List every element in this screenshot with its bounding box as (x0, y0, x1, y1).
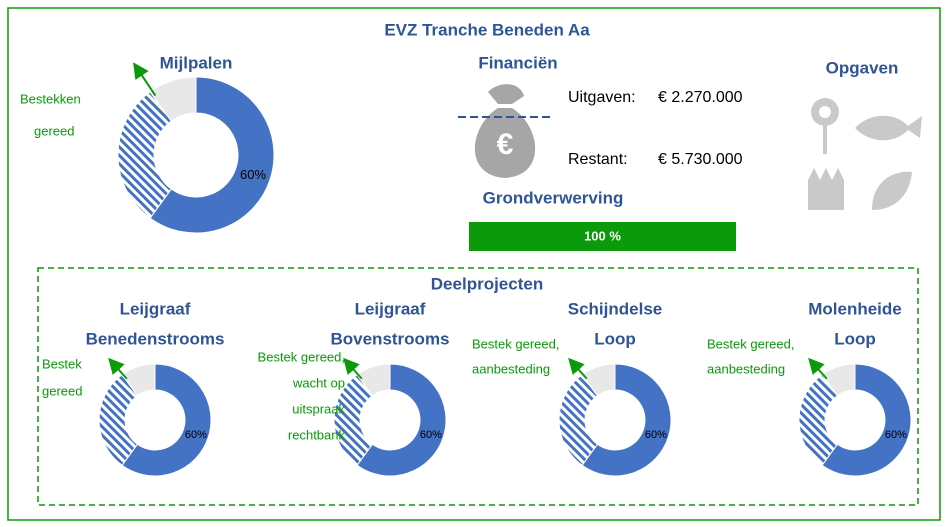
annotation-arrow (808, 357, 828, 380)
annotation: uitspraak (292, 401, 345, 416)
annotation: gereed (34, 123, 74, 138)
subprojects-title: Deelprojecten (431, 274, 543, 293)
subproject-title: Benedenstrooms (86, 329, 225, 348)
annotation: rechtbank (288, 427, 346, 442)
donut-segment (149, 76, 197, 122)
subproject-title: Schijndelse (568, 299, 662, 318)
progress-bar (469, 222, 736, 251)
progress-label: 100 % (584, 228, 621, 243)
annotation-arrow (568, 357, 588, 380)
annotation: wacht op (292, 375, 345, 390)
annotation: Bestek gereed, (258, 349, 345, 364)
money-bag-icon: € (474, 84, 536, 178)
annotation: gereed (42, 383, 82, 398)
annotation: Bestek (42, 356, 82, 371)
donut-segment (581, 363, 672, 477)
subproject-title: Molenheide (808, 299, 902, 318)
donut-segment (117, 91, 173, 219)
annotation: Bestekken (20, 91, 81, 106)
annotation-arrow (108, 357, 128, 380)
donut-label: 60% (420, 429, 442, 441)
donut-segment (149, 76, 275, 234)
annotation: aanbesteding (707, 361, 785, 376)
donut-segment (121, 363, 156, 397)
milestones-title: Mijlpalen (160, 53, 233, 72)
annotation: aanbesteding (472, 361, 550, 376)
donut-segment (821, 363, 856, 397)
donut-label: 60% (240, 167, 266, 182)
donut-segment (121, 363, 212, 477)
donut-label: 60% (885, 429, 907, 441)
donut-segment (356, 363, 391, 397)
remaining-amount: € 5.730.000 (658, 151, 743, 168)
svg-text:€: € (497, 128, 514, 161)
land-title: Grondverwerving (483, 188, 624, 207)
donut-label: 60% (185, 429, 207, 441)
subproject-title: Bovenstrooms (330, 329, 449, 348)
outer-border (7, 7, 941, 521)
subproject-title: Loop (594, 329, 636, 348)
donut-segment (581, 363, 616, 397)
finance-title: Financiën (478, 53, 557, 72)
annotation: Bestek gereed, (707, 336, 794, 351)
donut-segment (821, 363, 912, 477)
subproject-title: Leijgraaf (120, 299, 191, 318)
title: EVZ Tranche Beneden Aa (384, 20, 590, 39)
donut-label: 60% (645, 429, 667, 441)
annotation: Bestek gereed, (472, 336, 559, 351)
subproject-title: Loop (834, 329, 876, 348)
remaining-label: Restant: (568, 151, 628, 168)
tasks-title: Opgaven (826, 58, 899, 77)
annotation-arrow (343, 357, 363, 380)
spent-amount: € 2.270.000 (658, 89, 743, 106)
task-icons (808, 98, 922, 210)
subprojects-border (37, 267, 919, 506)
annotation-arrow (133, 62, 157, 97)
subproject-title: Leijgraaf (355, 299, 426, 318)
spent-label: Uitgaven: (568, 89, 636, 106)
donut-segment (356, 363, 447, 477)
